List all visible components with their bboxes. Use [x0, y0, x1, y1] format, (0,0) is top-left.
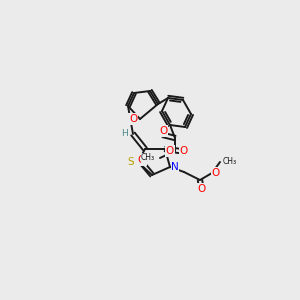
- Text: O: O: [180, 146, 188, 156]
- Text: CH₃: CH₃: [141, 154, 155, 163]
- Text: CH₃: CH₃: [223, 158, 237, 166]
- Text: O: O: [129, 114, 137, 124]
- Text: O: O: [212, 168, 220, 178]
- Text: O: O: [166, 146, 174, 156]
- Text: S: S: [128, 157, 134, 167]
- Text: H: H: [121, 130, 128, 139]
- Text: O: O: [138, 155, 146, 165]
- Text: N: N: [171, 162, 179, 172]
- Text: O: O: [198, 184, 206, 194]
- Text: O: O: [159, 126, 167, 136]
